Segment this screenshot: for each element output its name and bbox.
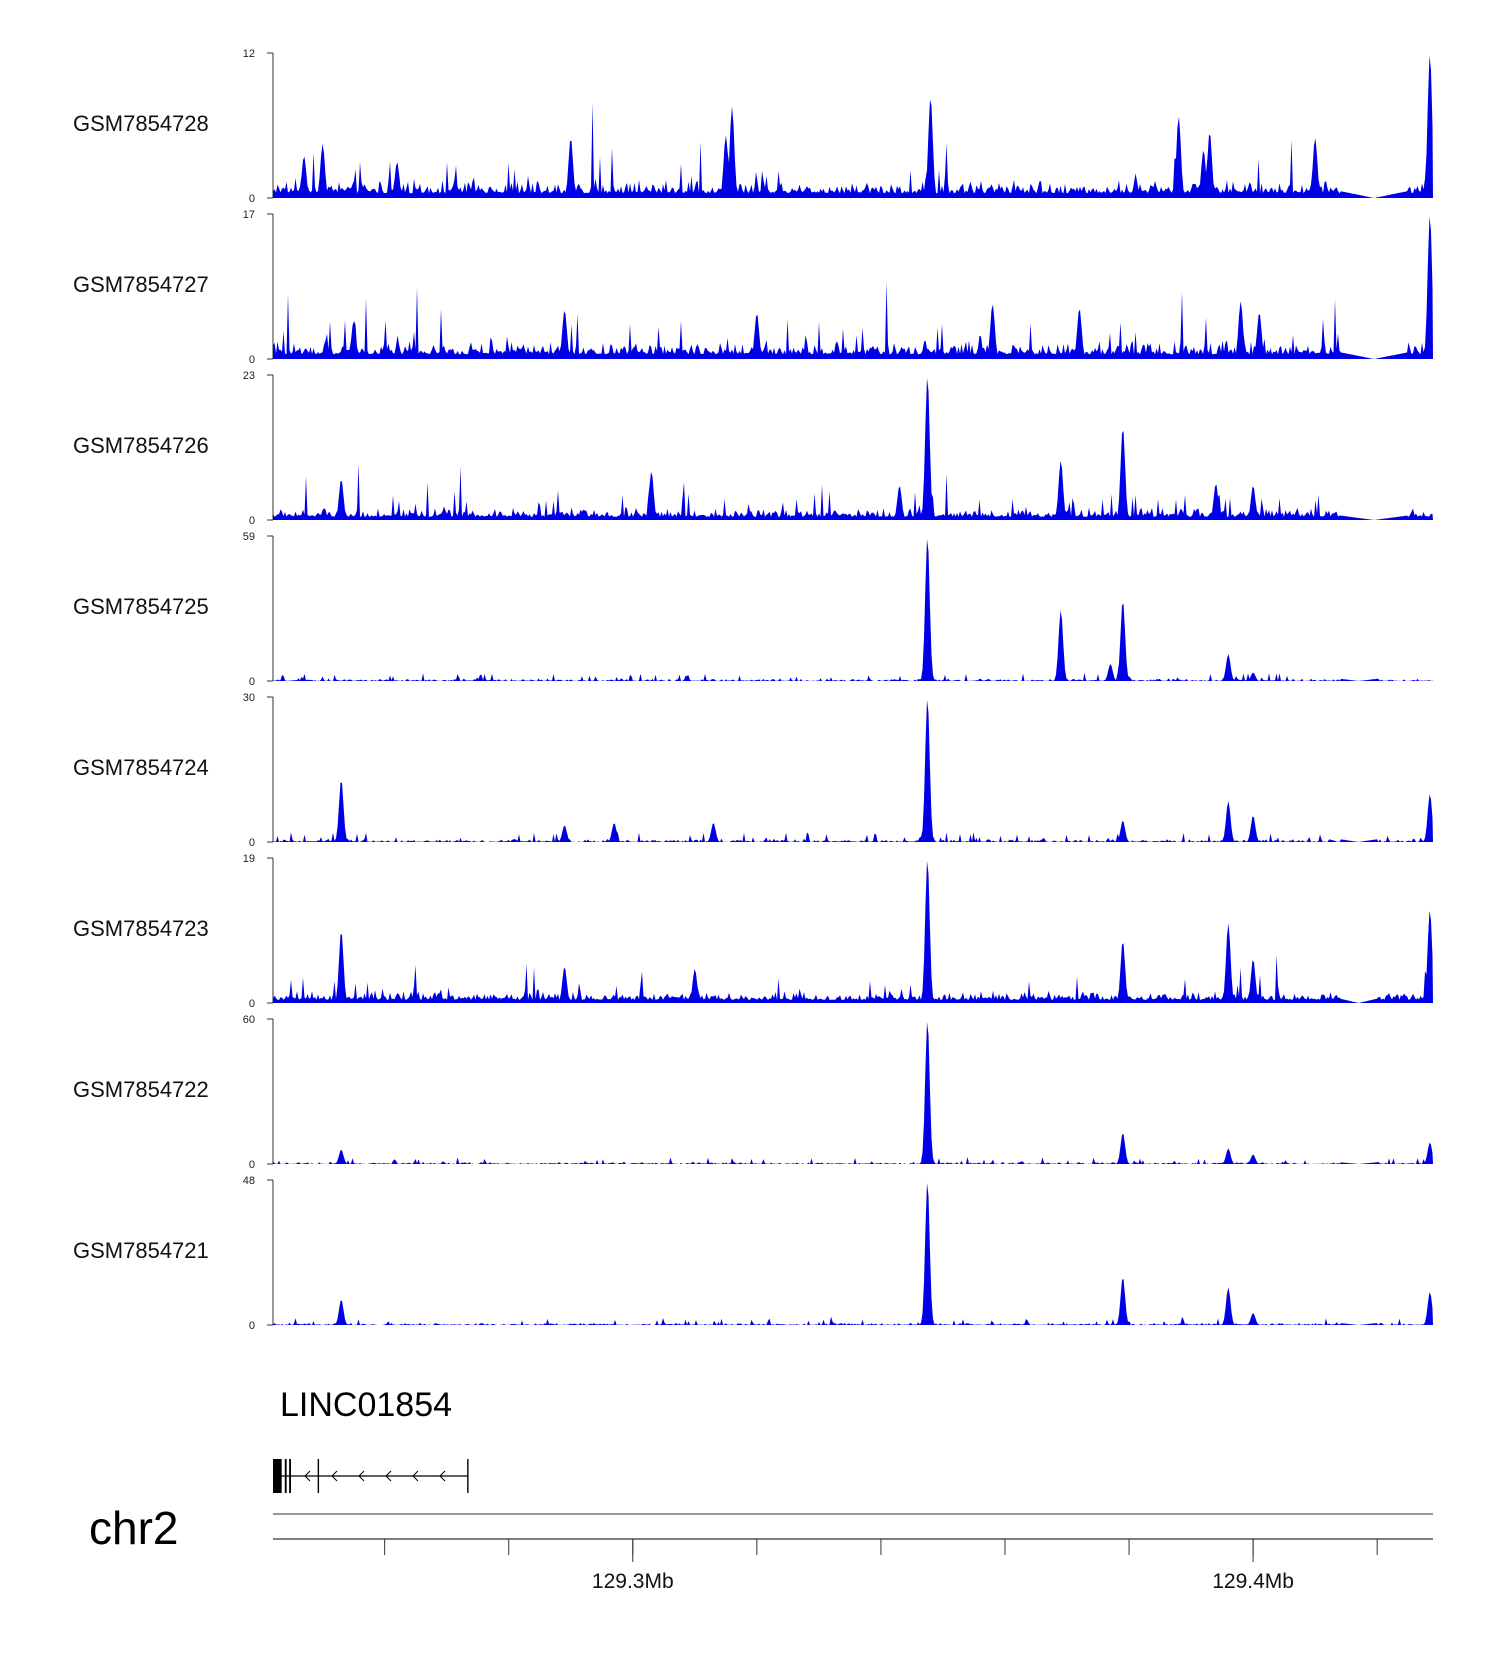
track-min-label: 0 bbox=[249, 193, 255, 205]
strand-arrow bbox=[385, 1470, 392, 1482]
track-max-label: 17 bbox=[243, 209, 255, 221]
strand-arrow bbox=[358, 1470, 365, 1482]
track-GSM7854725: GSM7854725 59 0 bbox=[73, 531, 1433, 688]
coverage-signal bbox=[273, 1021, 1433, 1164]
chromosome-label: chr2 bbox=[89, 1502, 178, 1554]
track-label: GSM7854726 bbox=[73, 433, 209, 458]
gene-annotation: LINC01854 bbox=[273, 1386, 469, 1493]
track-max-label: 30 bbox=[243, 692, 255, 704]
track-min-label: 0 bbox=[249, 354, 255, 366]
strand-arrow bbox=[439, 1470, 446, 1482]
track-min-label: 0 bbox=[249, 676, 255, 688]
strand-arrow bbox=[304, 1470, 311, 1482]
track-min-label: 0 bbox=[249, 837, 255, 849]
track-GSM7854724: GSM7854724 30 0 bbox=[73, 692, 1433, 849]
gene-exon bbox=[289, 1459, 291, 1493]
gene-exon bbox=[273, 1459, 282, 1493]
track-GSM7854727: GSM7854727 17 0 bbox=[73, 209, 1433, 366]
track-GSM7854728: GSM7854728 12 0 bbox=[73, 48, 1433, 205]
track-max-label: 60 bbox=[243, 1014, 255, 1026]
coverage-signal bbox=[273, 860, 1433, 1003]
track-GSM7854721: GSM7854721 48 0 bbox=[73, 1175, 1433, 1332]
track-min-label: 0 bbox=[249, 1159, 255, 1171]
coverage-signal bbox=[273, 55, 1433, 199]
coverage-signal bbox=[273, 216, 1433, 359]
track-min-label: 0 bbox=[249, 1320, 255, 1332]
track-GSM7854726: GSM7854726 23 0 bbox=[73, 370, 1433, 527]
track-max-label: 23 bbox=[243, 370, 255, 382]
track-label: GSM7854724 bbox=[73, 755, 209, 780]
strand-arrow bbox=[331, 1470, 338, 1482]
track-label: GSM7854723 bbox=[73, 916, 209, 941]
track-label: GSM7854722 bbox=[73, 1077, 209, 1102]
track-label: GSM7854725 bbox=[73, 594, 209, 619]
coverage-signal bbox=[273, 699, 1433, 842]
coverage-signal bbox=[273, 377, 1433, 520]
track-GSM7854723: GSM7854723 19 0 bbox=[73, 853, 1433, 1010]
axis-tick-label: 129.3Mb bbox=[592, 1570, 674, 1593]
track-max-label: 59 bbox=[243, 531, 255, 543]
coverage-signal bbox=[273, 538, 1433, 681]
track-min-label: 0 bbox=[249, 998, 255, 1010]
track-label: GSM7854727 bbox=[73, 272, 209, 297]
track-max-label: 48 bbox=[243, 1175, 255, 1187]
gene-exon bbox=[317, 1459, 320, 1493]
tracks-layer: GSM7854728120GSM7854727170GSM7854726230G… bbox=[73, 48, 1433, 1332]
track-label: GSM7854721 bbox=[73, 1238, 209, 1263]
coverage-signal bbox=[273, 1182, 1433, 1325]
track-label: GSM7854728 bbox=[73, 111, 209, 136]
chromosome-axis: chr2 129.3Mb 129.4Mb bbox=[89, 1502, 1433, 1593]
gene-exon bbox=[284, 1459, 287, 1493]
strand-arrow bbox=[412, 1470, 419, 1482]
track-min-label: 0 bbox=[249, 515, 255, 527]
gene-exon bbox=[467, 1459, 469, 1493]
axis-tick-label: 129.4Mb bbox=[1212, 1570, 1294, 1593]
track-GSM7854722: GSM7854722 60 0 bbox=[73, 1014, 1433, 1171]
track-max-label: 19 bbox=[243, 853, 255, 865]
gene-name-label: LINC01854 bbox=[280, 1386, 452, 1424]
track-max-label: 12 bbox=[243, 48, 255, 60]
